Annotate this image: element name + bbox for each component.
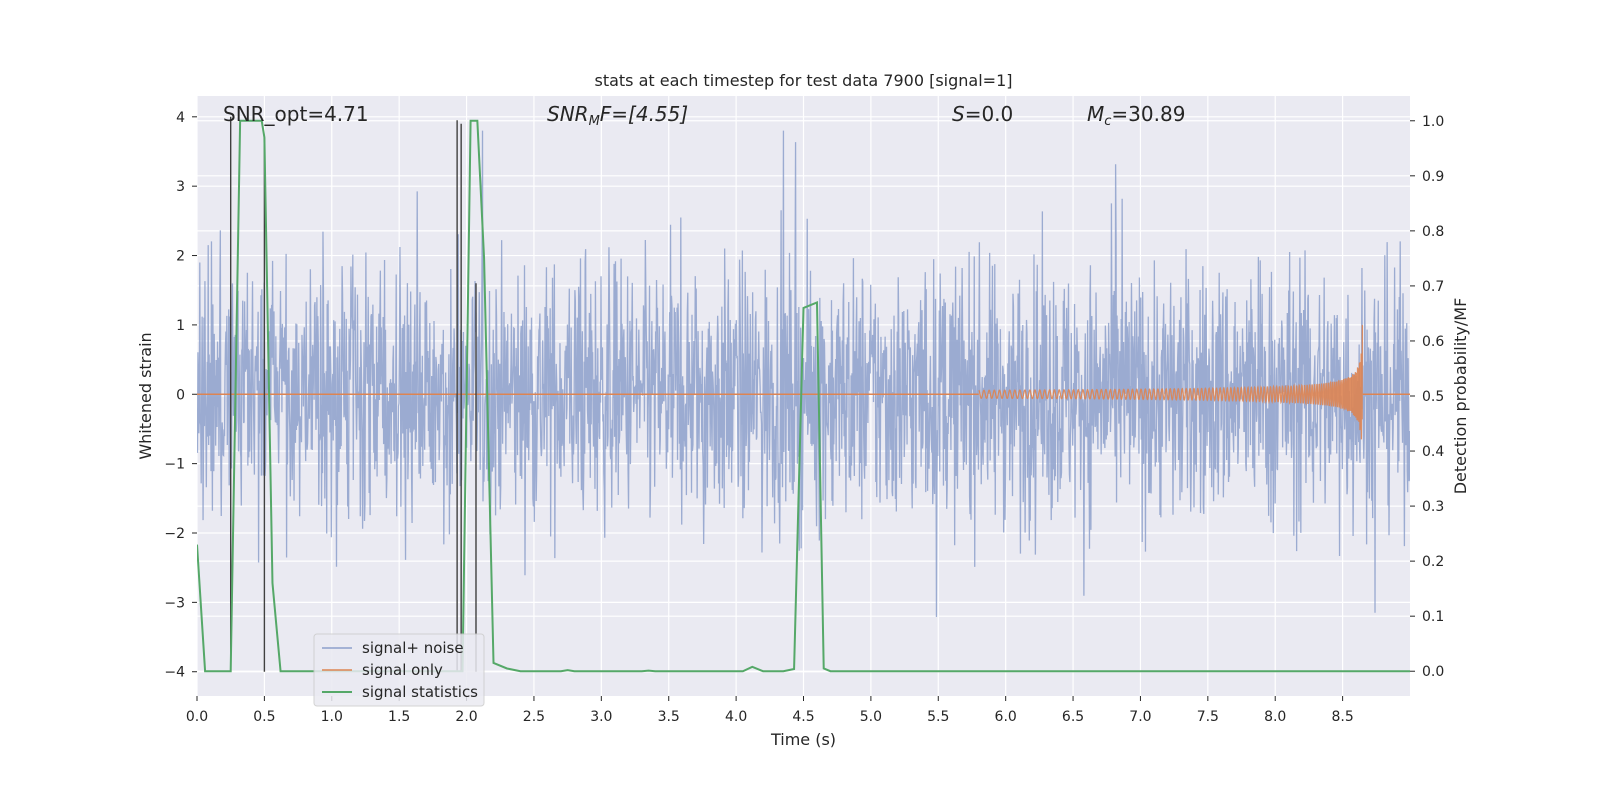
y-axis-label: Whitened strain (136, 332, 155, 459)
x-tick-label-14: 7.0 (1129, 709, 1151, 725)
x-tick-label-4: 2.0 (455, 709, 477, 725)
x-tick-label-16: 8.0 (1264, 709, 1286, 725)
x-tick-label-12: 6.0 (995, 709, 1017, 725)
y-tick-label-3: −1 (164, 457, 185, 473)
y2-tick-label-6: 0.6 (1422, 334, 1444, 350)
legend-entry-signal-only: signal only (362, 661, 443, 679)
y2-tick-label-0: 0.0 (1422, 664, 1444, 680)
x-tick-label-5: 2.5 (523, 709, 545, 725)
y2-tick-label-9: 0.9 (1422, 169, 1444, 185)
y2-tick-label-10: 1.0 (1422, 114, 1444, 130)
y2-tick-label-8: 0.8 (1422, 224, 1444, 240)
signal-trace (978, 324, 1363, 440)
x-tick-label-0: 0.0 (186, 709, 208, 725)
annotation-snr-mf: SNRMF=[4.55] (547, 102, 688, 129)
y2-tick-label-1: 0.1 (1422, 609, 1444, 625)
x-tick-label-11: 5.5 (927, 709, 949, 725)
y2-tick-label-4: 0.4 (1422, 444, 1444, 460)
y2-tick-label-2: 0.2 (1422, 554, 1444, 570)
y-tick-label-5: 1 (176, 318, 185, 334)
chart-title: stats at each timestep for test data 790… (594, 71, 1012, 90)
stats-trace (197, 119, 1410, 673)
y-tick-label-0: −4 (164, 665, 185, 681)
series-signal-only (197, 324, 1410, 440)
y-tick-label-8: 4 (176, 110, 185, 126)
x-axis: 0.0 0.5 1.0 1.5 2.0 2.5 3.0 3.5 4.0 4.5 5.0 5.5 6.0 6… (186, 696, 1354, 725)
series-signal-plus-noise (197, 130, 1410, 617)
annotation-snr-mf-main: SNR (547, 102, 589, 126)
legend-entry-signal-plus-noise: signal+ noise (362, 639, 464, 657)
x-tick-label-15: 7.5 (1197, 709, 1219, 725)
x-tick-label-7: 3.5 (658, 709, 680, 725)
y2-tick-label-5: 0.5 (1422, 389, 1444, 405)
y-tick-label-4: 0 (176, 387, 185, 403)
legend-entry-signal-statistics: signal statistics (362, 683, 478, 701)
y-tick-label-6: 2 (176, 249, 185, 265)
annotation-snr-mf-sub: M (589, 114, 600, 129)
y-tick-label-1: −3 (164, 595, 185, 611)
annotation-snr-mf-rest: F=[4.55] (600, 102, 688, 126)
y2-axis-label: Detection probability/MF (1451, 298, 1470, 495)
x-tick-label-8: 4.0 (725, 709, 747, 725)
annotation-mc-main: M (1087, 102, 1104, 126)
legend: signal+ noise signal only signal statist… (313, 633, 485, 707)
x-tick-label-10: 5.0 (860, 709, 882, 725)
annotation-snr-opt: SNR_opt=4.71 (223, 102, 369, 126)
x-axis-label: Time (s) (770, 730, 836, 749)
series-signal-statistics (197, 119, 1410, 673)
legend-box (313, 633, 485, 707)
annotation-mc-sub: c (1104, 114, 1111, 129)
y2-tick-label-7: 0.7 (1422, 279, 1444, 295)
y-tick-label-7: 3 (176, 179, 185, 195)
y-tick-label-2: −2 (164, 526, 185, 542)
x-tick-label-1: 0.5 (253, 709, 275, 725)
annotation-s-rest: =0.0 (965, 102, 1014, 126)
vertical-markers (229, 116, 477, 672)
x-tick-label-9: 4.5 (792, 709, 814, 725)
x-tick-label-13: 6.5 (1062, 709, 1084, 725)
annotation-s: S=0.0 (952, 102, 1013, 126)
x-tick-label-6: 3.0 (590, 709, 612, 725)
annotation-s-main: S (952, 102, 965, 126)
x-tick-label-2: 1.0 (321, 709, 343, 725)
annotation-mc-rest: =30.89 (1111, 102, 1185, 126)
y-axis-right: 0.0 0.1 0.2 0.3 0.4 0.5 0.6 0.7 0.8 0.9 1.0 (1410, 114, 1444, 680)
y2-tick-label-3: 0.3 (1422, 499, 1444, 515)
x-tick-label-17: 8.5 (1331, 709, 1353, 725)
noise-trace (197, 130, 1410, 617)
x-tick-label-3: 1.5 (388, 709, 410, 725)
annotation-mc: Mc=30.89 (1087, 102, 1185, 129)
y-axis-left: −4 −3 −2 −1 0 1 2 3 4 (164, 110, 197, 681)
